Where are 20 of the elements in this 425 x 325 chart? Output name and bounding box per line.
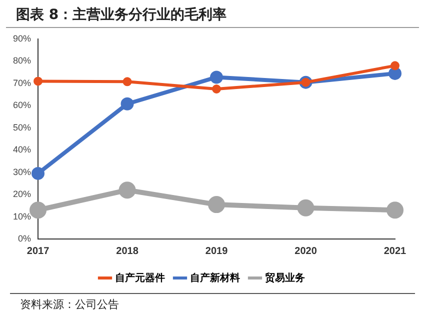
- legend-label: 自产新材料: [190, 272, 240, 284]
- y-tick-label: 0%: [18, 233, 32, 244]
- y-tick-label: 90%: [13, 33, 32, 44]
- legend-label: 自产元器件: [115, 272, 165, 284]
- x-tick-label: 2017: [26, 246, 50, 257]
- x-tick-label: 2018: [116, 246, 139, 257]
- y-tick-label: 50%: [13, 122, 32, 132]
- x-tick-label: 2019: [205, 246, 228, 257]
- text: 资料来源：公司公告: [10, 293, 415, 312]
- x-tick-label: 2021: [384, 246, 407, 257]
- y-tick-label: 40%: [13, 144, 32, 155]
- y-tick-label: 80%: [13, 56, 32, 66]
- legend-label: 贸易业务: [265, 272, 305, 284]
- y-tick-label: 20%: [13, 189, 32, 200]
- y-tick-label: 70%: [13, 78, 32, 88]
- y-tick-label: 10%: [13, 211, 32, 222]
- y-tick-label: 60%: [13, 100, 32, 110]
- chart-title: 图表 8：主营业务分行业的毛利率: [6, 0, 419, 28]
- y-tick-label: 30%: [13, 166, 32, 177]
- x-tick-label: 2020: [294, 246, 318, 257]
